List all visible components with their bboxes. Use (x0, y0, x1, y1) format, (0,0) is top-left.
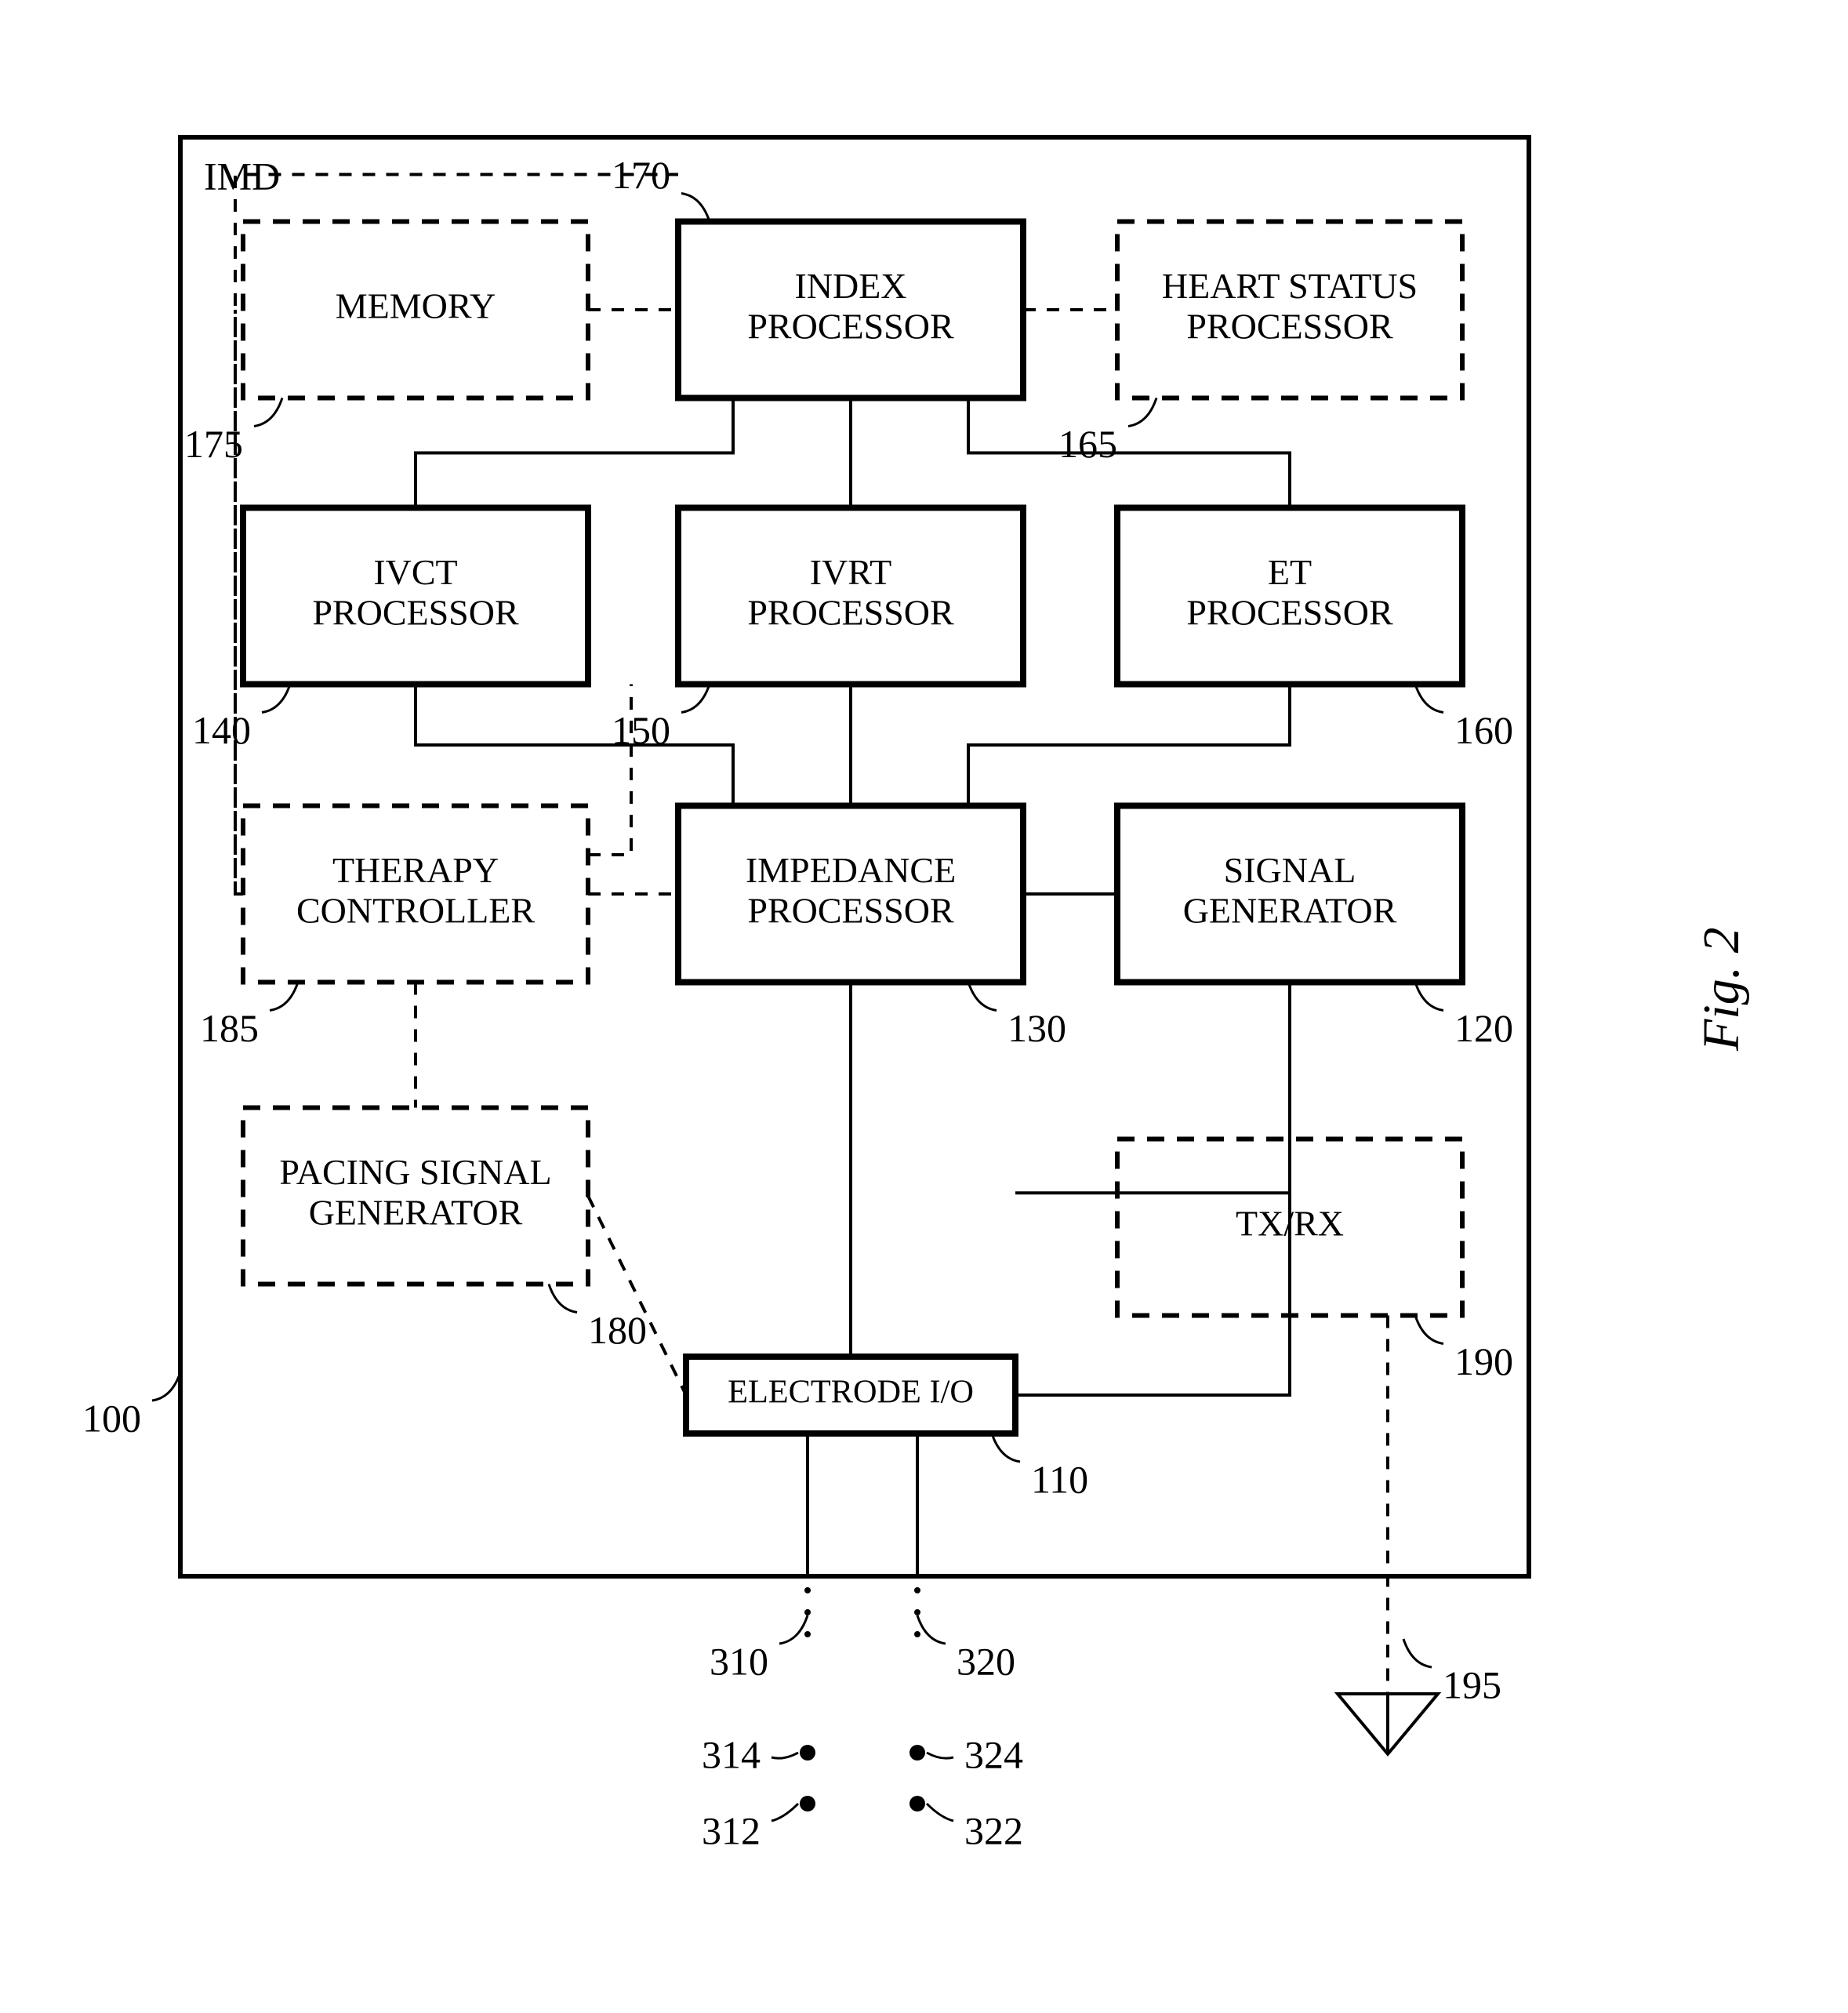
lead-dot (800, 1796, 815, 1811)
svg-text:THERAPY: THERAPY (332, 850, 499, 890)
ref-130: 130 (1008, 1006, 1066, 1050)
ref-140: 140 (192, 708, 251, 752)
ref-150: 150 (612, 708, 670, 752)
ref-180: 180 (588, 1308, 647, 1352)
svg-text:IMPEDANCE: IMPEDANCE (746, 850, 956, 890)
ref-185: 185 (200, 1006, 259, 1050)
figure-label: Fig. 2 (1693, 927, 1750, 1052)
svg-text:PACING SIGNAL: PACING SIGNAL (279, 1152, 551, 1192)
svg-text:HEART STATUS: HEART STATUS (1162, 266, 1418, 306)
ref-195: 195 (1443, 1662, 1501, 1706)
svg-text:SIGNAL: SIGNAL (1224, 850, 1356, 890)
svg-text:PROCESSOR: PROCESSOR (747, 592, 954, 632)
svg-text:ELECTRODE I/O: ELECTRODE I/O (728, 1374, 974, 1411)
svg-text:ET: ET (1268, 552, 1312, 592)
svg-text:MEMORY: MEMORY (336, 286, 496, 326)
svg-text:PROCESSOR: PROCESSOR (1186, 592, 1393, 632)
svg-text:CONTROLLER: CONTROLLER (296, 890, 535, 930)
ref-120: 120 (1454, 1006, 1513, 1050)
ref-190: 190 (1454, 1339, 1513, 1383)
svg-text:PROCESSOR: PROCESSOR (747, 306, 954, 346)
svg-text:PROCESSOR: PROCESSOR (312, 592, 519, 632)
svg-text:INDEX: INDEX (794, 266, 906, 306)
svg-text:IVRT: IVRT (810, 552, 892, 592)
svg-text:324: 324 (964, 1732, 1023, 1776)
ref-170: 170 (612, 153, 670, 197)
ref-310: 310 (710, 1639, 768, 1683)
ref-110: 110 (1031, 1457, 1088, 1501)
svg-text:PROCESSOR: PROCESSOR (1186, 306, 1393, 346)
svg-text:IVCT: IVCT (373, 552, 457, 592)
svg-text:312: 312 (702, 1808, 761, 1852)
svg-text:PROCESSOR: PROCESSOR (747, 890, 954, 930)
svg-text:GENERATOR: GENERATOR (309, 1192, 523, 1232)
ref-160: 160 (1454, 708, 1513, 752)
lead-dot (909, 1796, 925, 1811)
svg-text:GENERATOR: GENERATOR (1183, 890, 1397, 930)
ref-175: 175 (184, 422, 243, 466)
lead-dot (800, 1745, 815, 1760)
lead-dot (909, 1745, 925, 1760)
ref-320: 320 (957, 1639, 1015, 1683)
svg-text:314: 314 (702, 1732, 761, 1776)
ref-100: 100 (82, 1396, 141, 1440)
ref-165: 165 (1058, 422, 1117, 466)
svg-text:322: 322 (964, 1808, 1023, 1852)
